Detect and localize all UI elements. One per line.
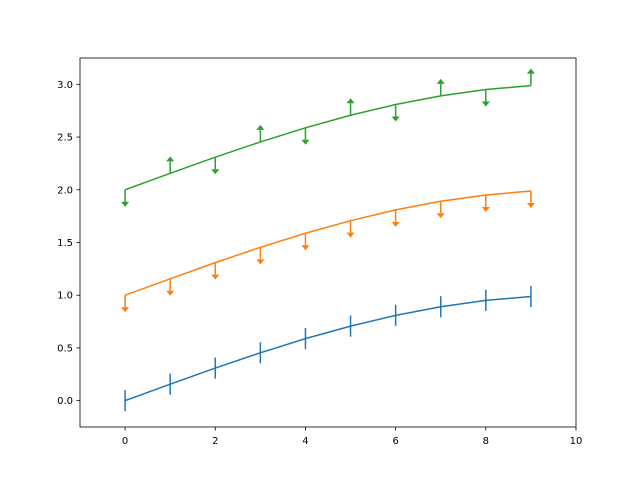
down-arrow-marker [481,206,490,212]
y-tick-label: 1.0 [57,291,73,302]
down-arrow-marker [301,245,310,251]
down-arrow-marker [526,203,535,209]
down-arrow-marker [166,290,175,296]
y-tick-label: 0.5 [57,343,73,354]
series-1 [121,190,535,313]
x-tick-label: 2 [212,436,218,447]
y-tick-label: 2.5 [57,133,73,144]
up-arrow-marker [526,68,535,74]
down-arrow-marker [391,221,400,227]
y-tick-label: 1.5 [57,238,73,249]
down-arrow-marker [436,213,445,219]
up-arrow-marker [256,124,265,130]
up-arrow-marker [346,98,355,104]
down-arrow-marker [481,101,490,107]
series-line [124,295,531,402]
x-tick-label: 8 [483,436,489,447]
plot-area [80,58,576,427]
down-arrow-marker [121,201,130,207]
series-line [124,84,531,191]
down-arrow-marker [391,116,400,122]
y-tick-label: 0.0 [57,396,73,407]
x-tick-label: 6 [392,436,398,447]
down-arrow-marker [211,274,220,280]
series-2 [121,68,535,207]
up-arrow-marker [166,156,175,162]
x-tick-label: 10 [570,436,583,447]
plot-frame [79,57,577,428]
series-0 [124,285,532,412]
x-tick-label: 4 [302,436,308,447]
down-arrow-marker [211,169,220,175]
up-arrow-marker [436,78,445,84]
down-arrow-marker [346,232,355,238]
x-tick-label: 0 [122,436,128,447]
axis-layer: 0 2 4 6 8 10 0.0 0.5 1.0 1.5 2.0 2.5 3.0 [57,80,582,447]
down-arrow-marker [301,139,310,145]
down-arrow-marker [256,259,265,265]
series-line [124,190,531,296]
y-tick-label: 3.0 [57,80,73,91]
series-layer [121,68,535,412]
y-tick-label: 2.0 [57,185,73,196]
down-arrow-marker [121,307,130,313]
